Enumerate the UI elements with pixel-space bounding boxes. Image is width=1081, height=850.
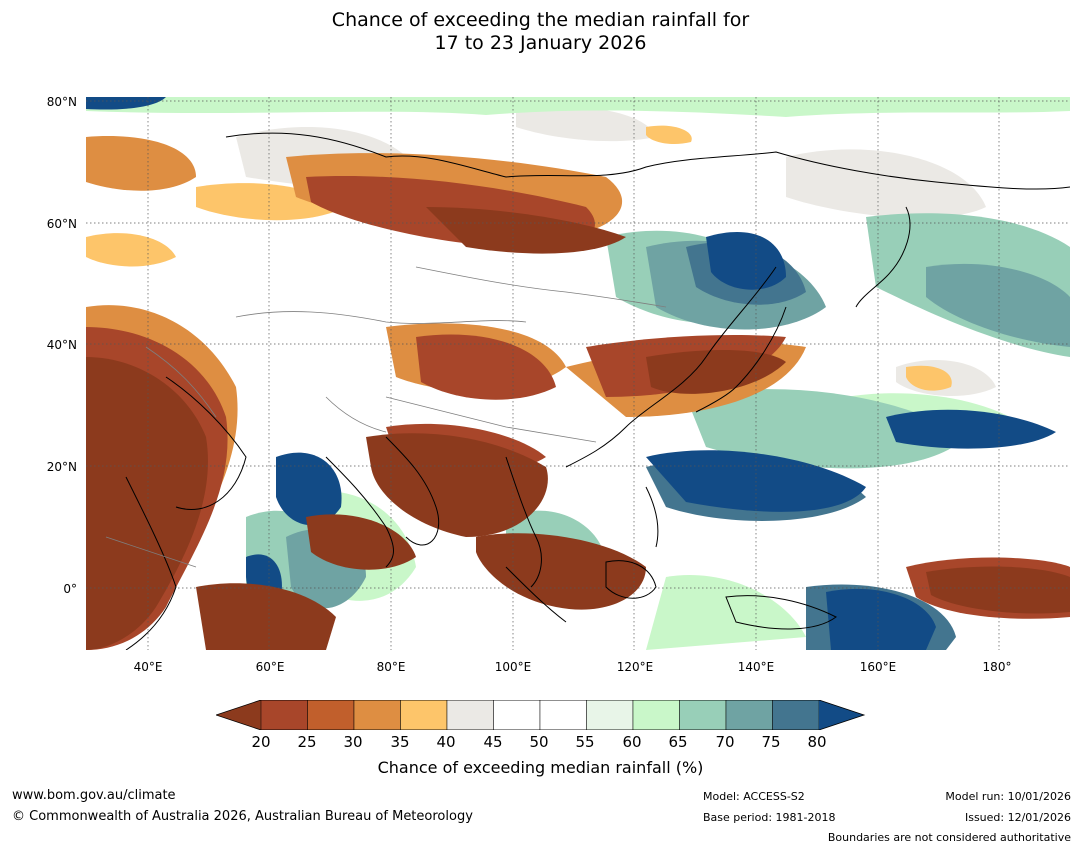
- lon-label-80e: 80°E: [376, 660, 406, 674]
- colorbar-tick-30: 30: [343, 733, 363, 751]
- colorbar-tick-55: 55: [575, 733, 595, 751]
- lon-label-60e: 60°E: [255, 660, 285, 674]
- coastline-east-asia: [565, 266, 777, 468]
- colorbar-segment: [772, 700, 820, 730]
- colorbar-label: Chance of exceeding median rainfall (%): [0, 758, 1081, 777]
- boundary-south-asia: [325, 396, 387, 433]
- driest-regions: [86, 207, 1070, 650]
- lon-label-160e: 160°E: [859, 660, 897, 674]
- coastlines: [125, 132, 1070, 650]
- coastline-south-asia: [325, 456, 394, 568]
- colorbar-segment: [353, 700, 401, 730]
- issued-text: Issued: 12/01/2026: [964, 811, 1071, 824]
- coastline-new-guinea: [725, 595, 837, 630]
- colorbar-segment: [260, 700, 308, 730]
- coastline-indochina: [505, 456, 542, 588]
- coastline-sumatra: [505, 566, 567, 623]
- colorbar-tick-65: 65: [668, 733, 688, 751]
- colorbar-tick-50: 50: [529, 733, 549, 751]
- lat-label-20n: 20°N: [46, 460, 77, 474]
- lat-label-0: 0°: [63, 582, 77, 596]
- boundary-central-asia: [235, 311, 527, 324]
- colorbar-tick-80: 80: [807, 733, 827, 751]
- coastline-japan: [695, 306, 787, 413]
- boundary-china-south: [385, 396, 597, 443]
- colorbar-tick-20: 20: [251, 733, 271, 751]
- lon-label-180: 180°: [982, 660, 1012, 674]
- lon-label-140e: 140°E: [737, 660, 775, 674]
- colorbar-segment: [725, 700, 773, 730]
- coastline-india: [385, 436, 440, 546]
- colorbar-segment: [539, 700, 587, 730]
- map-title-line-2: 17 to 23 January 2026: [434, 32, 647, 54]
- colorbar-segment: [679, 700, 727, 730]
- boundary-africa: [105, 536, 197, 568]
- boundary-middle-east: [145, 346, 217, 418]
- coastline-kamchatka: [855, 206, 911, 308]
- colorbar-segment: [632, 700, 680, 730]
- model-text: Model: ACCESS-S2: [703, 790, 805, 803]
- coastline-africa-horn: [125, 476, 177, 650]
- map-title-line-1: Chance of exceeding the median rainfall …: [331, 9, 750, 31]
- lat-label-60n: 60°N: [46, 217, 77, 231]
- colorbar-tick-60: 60: [622, 733, 642, 751]
- disclaimer-text: Boundaries are not considered authoritat…: [827, 831, 1071, 844]
- lon-label-40e: 40°E: [133, 660, 163, 674]
- colorbar-segment: [400, 700, 448, 730]
- lon-label-100e: 100°E: [494, 660, 532, 674]
- colorbar-segment: [493, 700, 541, 730]
- colorbar-extension-low: [216, 700, 261, 730]
- colorbar-tick-70: 70: [715, 733, 735, 751]
- colorbar-tick-45: 45: [483, 733, 503, 751]
- website-link[interactable]: www.bom.gov.au/climate: [12, 788, 176, 803]
- colorbar-tick-25: 25: [297, 733, 317, 751]
- colorbar-segment: [446, 700, 494, 730]
- colorbar-label-text: Chance of exceeding median rainfall (%): [377, 758, 704, 777]
- coastline-borneo: [605, 560, 657, 599]
- colorbar: [216, 700, 866, 730]
- colorbar-segment: [307, 700, 355, 730]
- lon-label-120e: 120°E: [616, 660, 654, 674]
- colorbar-tick-75: 75: [761, 733, 781, 751]
- colorbar-extension-high: [819, 700, 864, 730]
- colorbar-tick-40: 40: [436, 733, 456, 751]
- boundary-china-mongolia: [415, 266, 667, 308]
- base-period-text: Base period: 1981-2018: [703, 811, 836, 824]
- country-boundaries: [105, 266, 667, 568]
- lat-label-40n: 40°N: [46, 338, 77, 352]
- colorbar-segment: [586, 700, 634, 730]
- lat-label-80n: 80°N: [46, 95, 77, 109]
- graticule: [86, 97, 1070, 650]
- rainfall-probability-map: [86, 97, 1070, 650]
- coastline-philippines: [645, 486, 659, 548]
- coastline-eurasia-north: [225, 132, 1070, 190]
- copyright-text: © Commonwealth of Australia 2026, Austra…: [12, 809, 473, 824]
- model-run-text: Model run: 10/01/2026: [945, 790, 1071, 803]
- colorbar-tick-35: 35: [390, 733, 410, 751]
- colorbar-outline: [216, 700, 866, 730]
- coastline-arabia: [165, 376, 247, 511]
